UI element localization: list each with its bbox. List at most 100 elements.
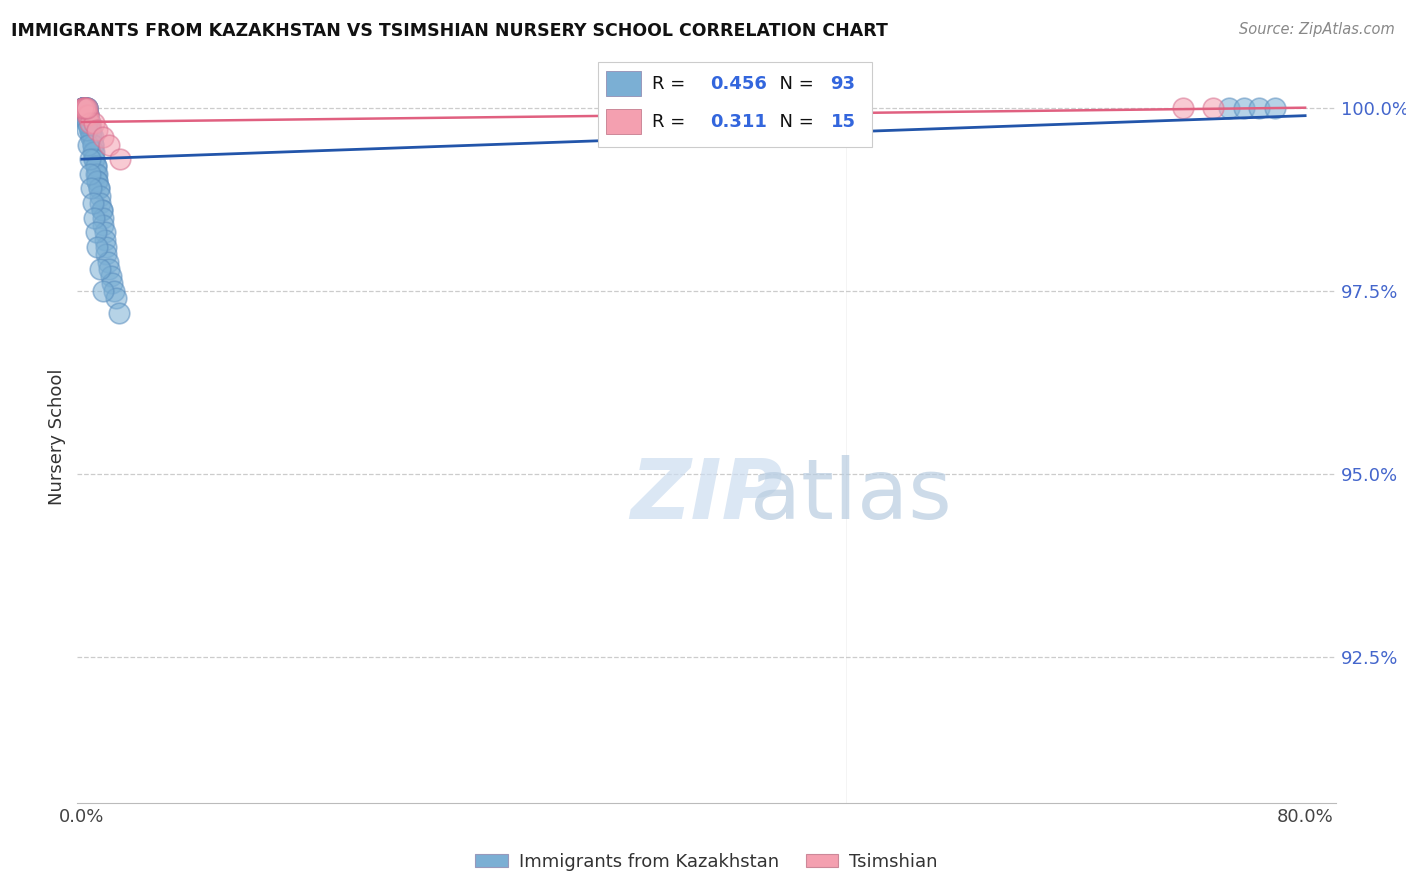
Point [72, 101, 94, 115]
Point [83, 145, 105, 159]
Point [79, 115, 101, 129]
Point [80, 181, 103, 195]
Point [98, 261, 121, 276]
Point [72, 101, 94, 115]
Point [90, 203, 112, 218]
Point [77, 108, 100, 122]
Text: R =: R = [652, 112, 697, 131]
Point [79, 123, 101, 137]
Bar [606, 109, 641, 135]
Point [76, 115, 98, 129]
Point [73, 101, 96, 115]
Text: atlas: atlas [751, 455, 952, 536]
Point [79, 152, 101, 166]
Point [83, 152, 105, 166]
Point [86, 123, 108, 137]
Point [80, 130, 103, 145]
Point [76, 101, 98, 115]
Point [96, 247, 118, 261]
Point [83, 152, 105, 166]
Point [80, 123, 103, 137]
Point [76, 101, 98, 115]
Legend: Immigrants from Kazakhstan, Tsimshian: Immigrants from Kazakhstan, Tsimshian [468, 846, 945, 878]
Point [72, 101, 94, 115]
Y-axis label: Nursery School: Nursery School [48, 368, 66, 506]
Point [72, 101, 94, 115]
Point [77, 108, 100, 122]
Point [72, 101, 94, 115]
Point [77, 108, 100, 122]
Point [79, 115, 101, 129]
Point [94, 233, 117, 247]
Point [91, 218, 114, 232]
Point [103, 284, 125, 298]
Point [1218, 101, 1240, 115]
Point [73, 101, 96, 115]
Point [89, 261, 111, 276]
Point [73, 101, 96, 115]
Point [84, 167, 107, 181]
Point [89, 196, 111, 211]
Point [72, 101, 94, 115]
Point [72, 101, 94, 115]
Text: N =: N = [768, 75, 820, 93]
Point [90, 203, 112, 218]
Point [82, 145, 104, 159]
Point [82, 130, 104, 145]
Point [1233, 101, 1256, 115]
Point [72, 101, 94, 115]
Point [73, 101, 96, 115]
Point [86, 167, 108, 181]
Point [72, 101, 94, 115]
Point [82, 137, 104, 152]
Text: N =: N = [768, 112, 820, 131]
Point [1249, 101, 1271, 115]
Point [80, 130, 103, 145]
Point [98, 137, 121, 152]
Point [89, 188, 111, 202]
Point [73, 101, 96, 115]
Point [108, 152, 131, 166]
Point [73, 101, 96, 115]
Point [76, 101, 98, 115]
Point [72, 101, 94, 115]
Point [72, 101, 94, 115]
Point [107, 306, 129, 320]
Point [73, 101, 96, 115]
Point [79, 123, 101, 137]
Point [1202, 101, 1225, 115]
Point [87, 181, 110, 195]
Point [73, 101, 96, 115]
Point [72, 101, 94, 115]
Point [79, 123, 101, 137]
Point [72, 101, 94, 115]
Point [72, 101, 94, 115]
Point [73, 101, 96, 115]
Point [84, 160, 107, 174]
Point [73, 101, 96, 115]
Text: R =: R = [652, 75, 692, 93]
Point [96, 240, 118, 254]
Point [91, 130, 114, 145]
Point [77, 115, 100, 129]
Point [101, 277, 124, 291]
Text: 0.456: 0.456 [710, 75, 766, 93]
Point [97, 254, 120, 268]
Point [72, 101, 94, 115]
Text: IMMIGRANTS FROM KAZAKHSTAN VS TSIMSHIAN NURSERY SCHOOL CORRELATION CHART: IMMIGRANTS FROM KAZAKHSTAN VS TSIMSHIAN … [11, 22, 889, 40]
Point [94, 225, 117, 239]
Point [91, 211, 114, 225]
Point [72, 101, 94, 115]
Point [87, 181, 110, 195]
Bar [606, 71, 641, 96]
Point [82, 196, 104, 211]
Point [76, 123, 98, 137]
Text: 0.311: 0.311 [710, 112, 766, 131]
Point [72, 101, 94, 115]
Point [76, 108, 98, 122]
Point [79, 167, 101, 181]
Point [86, 240, 108, 254]
Point [104, 291, 127, 305]
Point [84, 160, 107, 174]
Point [84, 225, 107, 239]
